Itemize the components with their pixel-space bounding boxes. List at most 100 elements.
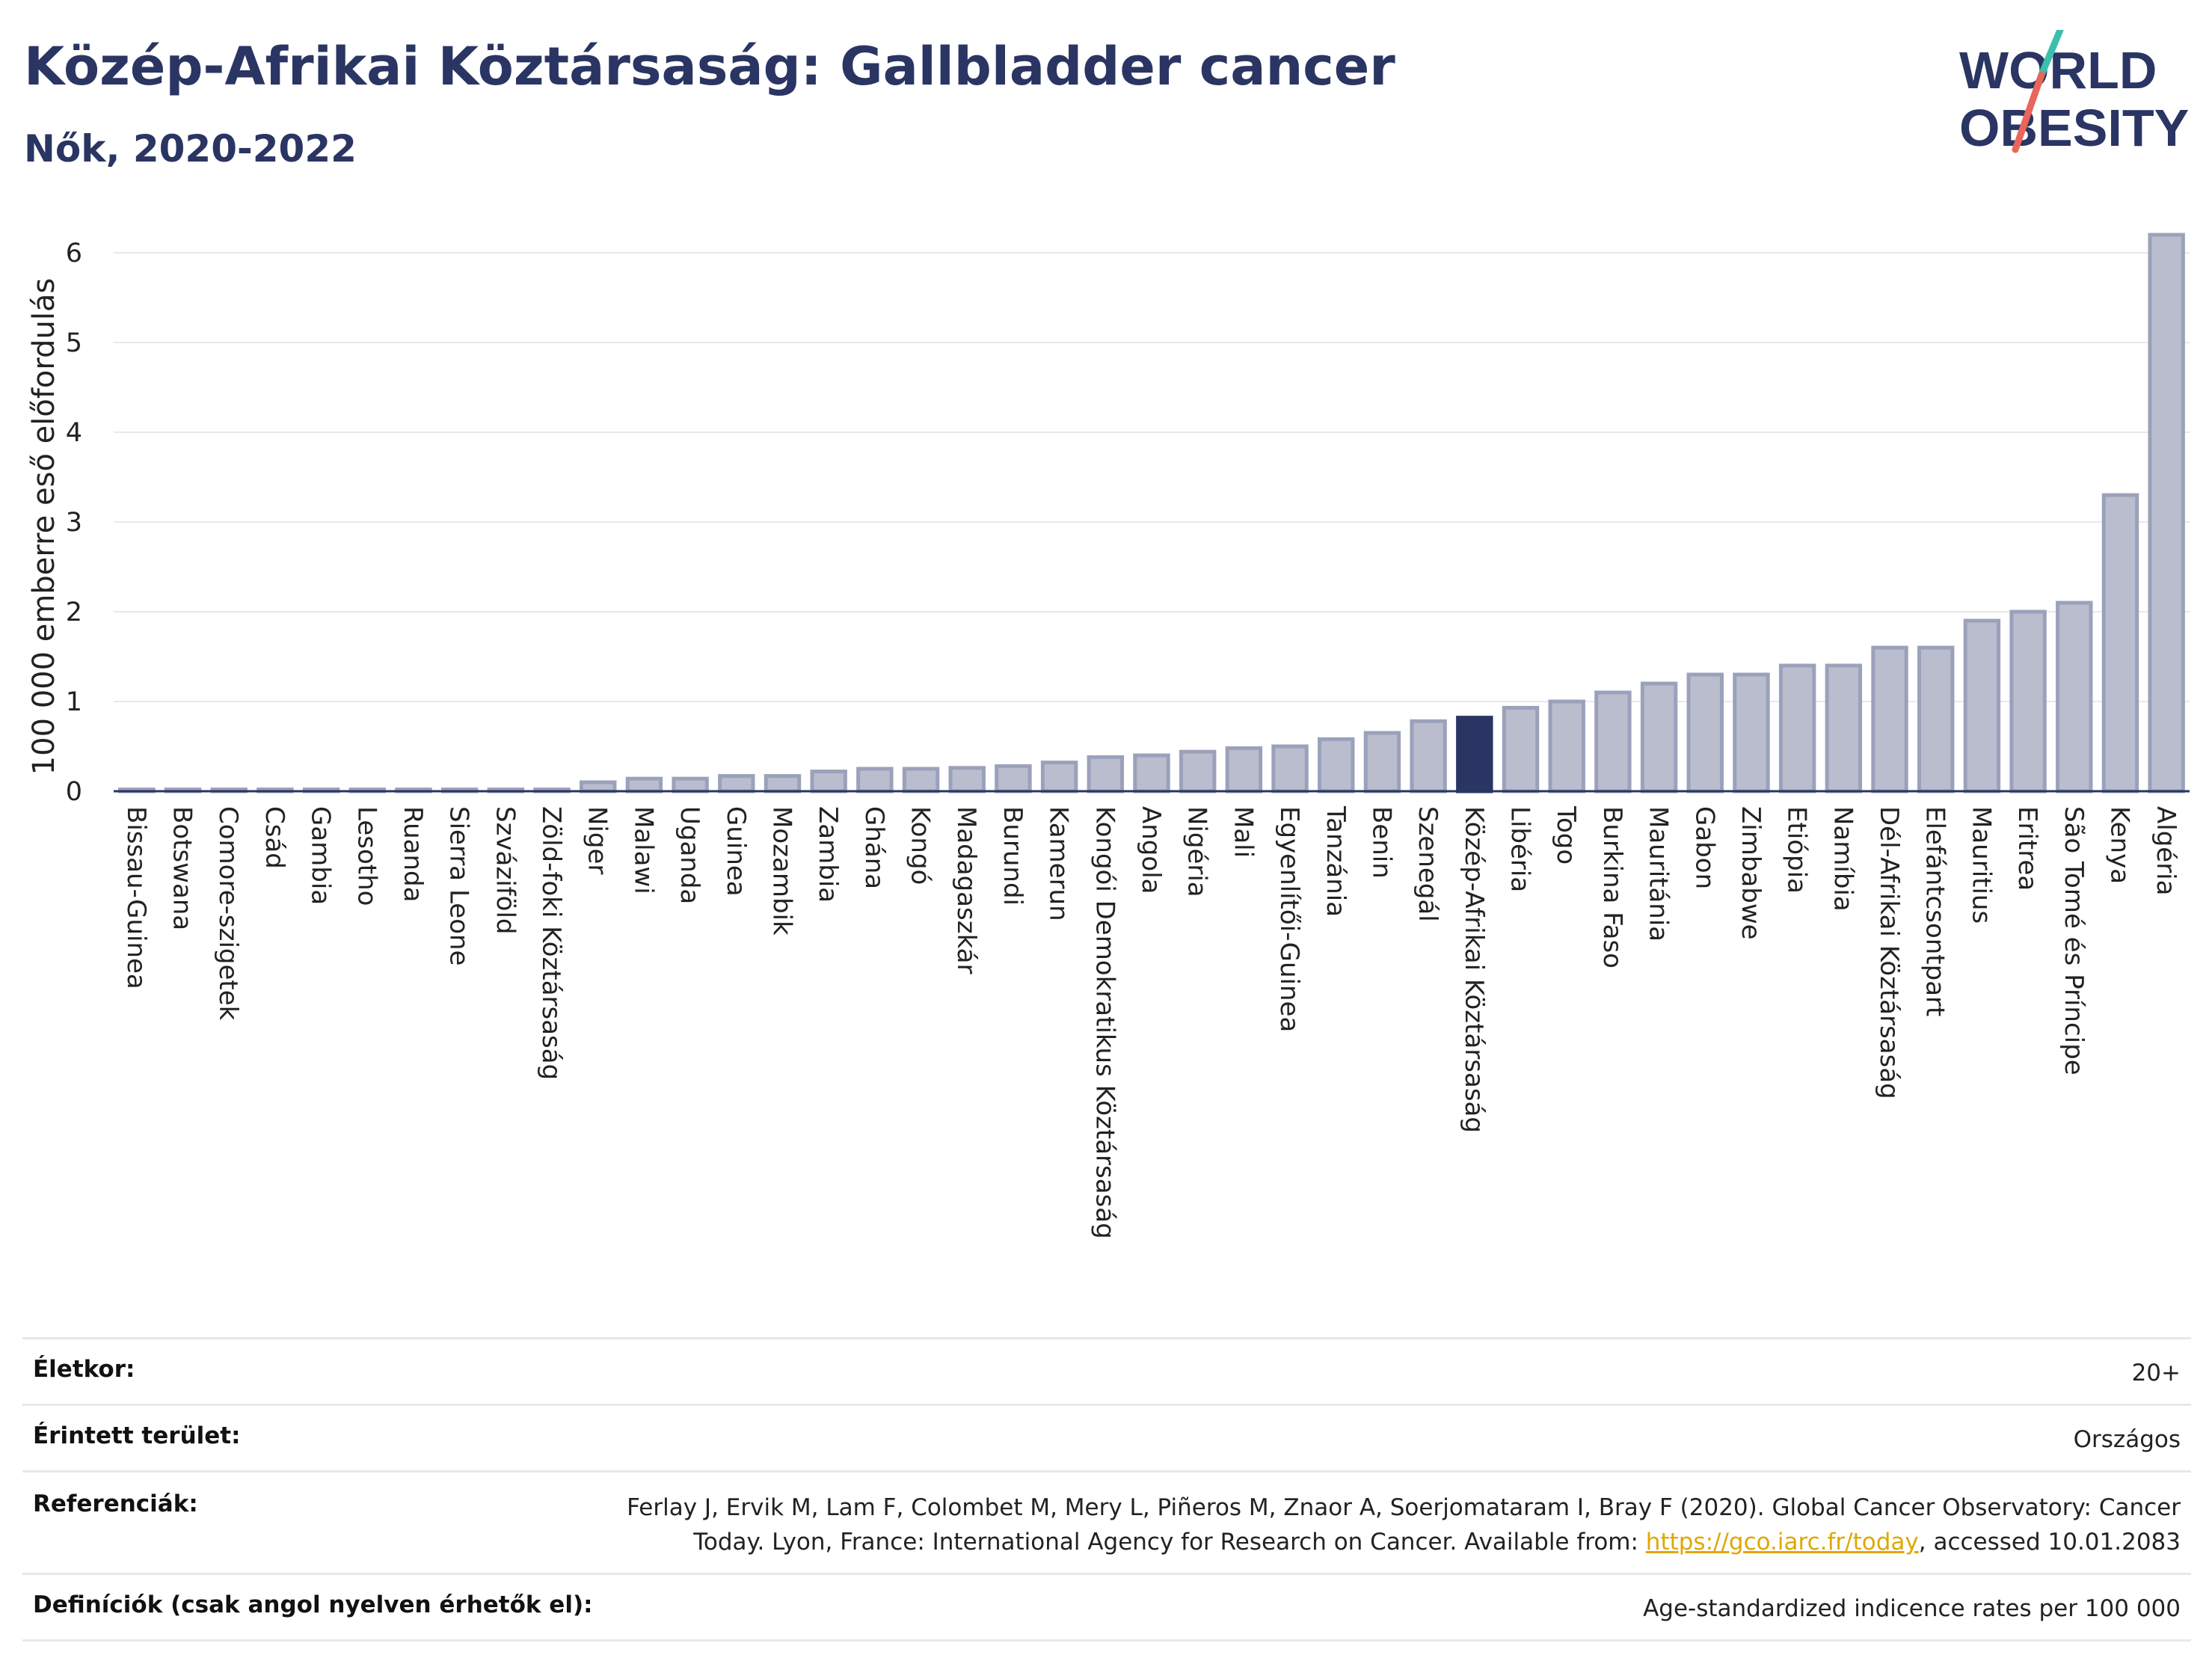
x-tick-label: Zimbabwe (1736, 806, 1766, 940)
x-tick-label: Burundi (998, 806, 1027, 906)
x-tick-label: Kamerun (1044, 806, 1074, 921)
reference-line2-post: , accessed 10.01.2083 (1918, 1529, 2181, 1556)
info-row-references: Referenciák: Ferlay J, Ervik M, Lam F, C… (22, 1470, 2191, 1573)
bar (580, 780, 617, 793)
age-label: Életkor: (33, 1356, 135, 1383)
bar (948, 766, 986, 793)
x-tick-label: Közép-Afrikai Köztársaság (1459, 806, 1489, 1133)
x-tick-label: Angola (1136, 806, 1166, 894)
x-tick-label: Zambia (813, 806, 843, 903)
bar (1825, 663, 1863, 793)
x-tick-label: Ruanda (398, 806, 428, 902)
area-value: Országos (2073, 1426, 2181, 1453)
definitions-label: Definíciók (csak angol nyelven érhetők e… (33, 1591, 593, 1618)
age-value: 20+ (2131, 1360, 2181, 1387)
x-tick-label: Mozambik (766, 806, 796, 936)
x-tick-label: Zöld-foki Köztársaság (536, 806, 566, 1080)
x-tick-label: Dél-Afrikai Köztársaság (1874, 806, 1904, 1099)
bar (2101, 493, 2139, 793)
x-tick-label: Kenya (2104, 806, 2134, 884)
bar (1040, 761, 1078, 793)
references-label: Referenciák: (33, 1490, 198, 1517)
x-tick-label: Mauritánia (1644, 806, 1674, 942)
references-value: Ferlay J, Ervik M, Lam F, Colombet M, Me… (627, 1490, 2181, 1559)
x-tick-label: Eritrea (2012, 806, 2042, 891)
bar (1917, 645, 1955, 793)
x-tick-label: Etiópia (1782, 806, 1812, 894)
logo-line1: WORLD (1959, 41, 2157, 99)
bar (1225, 746, 1263, 793)
x-tick-label: Uganda (675, 806, 704, 904)
x-tick-label: Mauritius (1966, 806, 1996, 924)
x-tick-label: Burkina Faso (1597, 806, 1627, 968)
bar (1133, 753, 1170, 793)
y-tick-label: 4 (66, 418, 82, 448)
x-tick-label: Namíbia (1828, 806, 1858, 912)
bar (1363, 731, 1401, 793)
x-tick-label: Algéria (2151, 806, 2181, 895)
bar (2009, 610, 2047, 793)
x-tick-label: Comore-szigetek (213, 806, 243, 1021)
x-tick-label: Benin (1366, 806, 1396, 879)
y-tick-label: 3 (66, 508, 82, 538)
bar (718, 774, 755, 793)
y-tick-label: 1 (66, 687, 82, 717)
bar (1318, 737, 1355, 793)
info-row-age: Életkor: 20+ (22, 1337, 2191, 1404)
y-axis-label: 100 000 emberre eső előfordulás (27, 278, 61, 776)
logo-line2: OBESITY (1959, 99, 2189, 157)
y-tick-label: 6 (66, 239, 82, 268)
bar (1179, 749, 1217, 793)
world-obesity-logo: WORLD OBESITY (1959, 30, 2189, 157)
info-row-area: Érintett terület: Országos (22, 1404, 2191, 1470)
x-tick-label: Kongói Demokratikus Köztársaság (1090, 806, 1119, 1239)
reference-line1: Ferlay J, Ervik M, Lam F, Colombet M, Me… (627, 1494, 2181, 1521)
bar (1871, 645, 1908, 793)
x-tick-label: Niger (583, 806, 612, 874)
bar (1686, 672, 1724, 793)
y-tick-label: 5 (66, 328, 82, 358)
x-tick-label: Egyenlítői-Guinea (1274, 806, 1304, 1032)
x-tick-label: Csád (259, 806, 289, 869)
bar (1778, 663, 1816, 793)
bar (2148, 233, 2185, 793)
bar (995, 764, 1032, 793)
bar (672, 776, 709, 793)
bar (2056, 601, 2093, 793)
x-tick-label: Tanzánia (1321, 805, 1351, 917)
bar (1271, 744, 1309, 793)
x-tick-label: Nigéria (1182, 806, 1212, 897)
bar (764, 774, 802, 793)
bar (1963, 618, 2001, 793)
area-label: Érintett terület: (33, 1422, 241, 1449)
bar (1502, 705, 1540, 793)
bar (1733, 672, 1770, 793)
bar (1456, 716, 1493, 793)
bar (1548, 699, 1585, 793)
y-tick-label: 2 (66, 598, 82, 627)
y-tick-label: 0 (66, 777, 82, 807)
page-subtitle: Nők, 2020-2022 (24, 127, 357, 171)
definitions-value: Age-standardized indicence rates per 100… (1643, 1595, 2181, 1622)
x-tick-label: Guinea (721, 806, 751, 897)
x-tick-label: Ghána (859, 806, 889, 889)
x-tick-label: Mali (1228, 806, 1258, 858)
bar (810, 770, 847, 793)
x-tick-label: Gambia (306, 806, 336, 905)
page-title: Közép-Afrikai Köztársaság: Gallbladder c… (24, 36, 1395, 97)
x-tick-label: Libéria (1505, 806, 1535, 892)
bar (856, 767, 894, 793)
x-tick-label: Sierra Leone (444, 806, 474, 965)
bar (1410, 719, 1447, 793)
x-tick-label: Szváziföld (490, 806, 520, 934)
bar (1087, 755, 1125, 793)
reference-link[interactable]: https://gco.iarc.fr/today (1645, 1529, 1919, 1556)
x-tick-label: Gabon (1689, 806, 1719, 889)
x-tick-label: Madagaszkár (951, 806, 981, 974)
x-tick-label: Elefántcsontpart (1920, 806, 1950, 1016)
x-tick-label: Szenegál (1413, 806, 1443, 922)
bar (1594, 690, 1632, 793)
x-tick-label: São Tomé és Príncipe (2059, 806, 2089, 1075)
bar (625, 776, 663, 793)
